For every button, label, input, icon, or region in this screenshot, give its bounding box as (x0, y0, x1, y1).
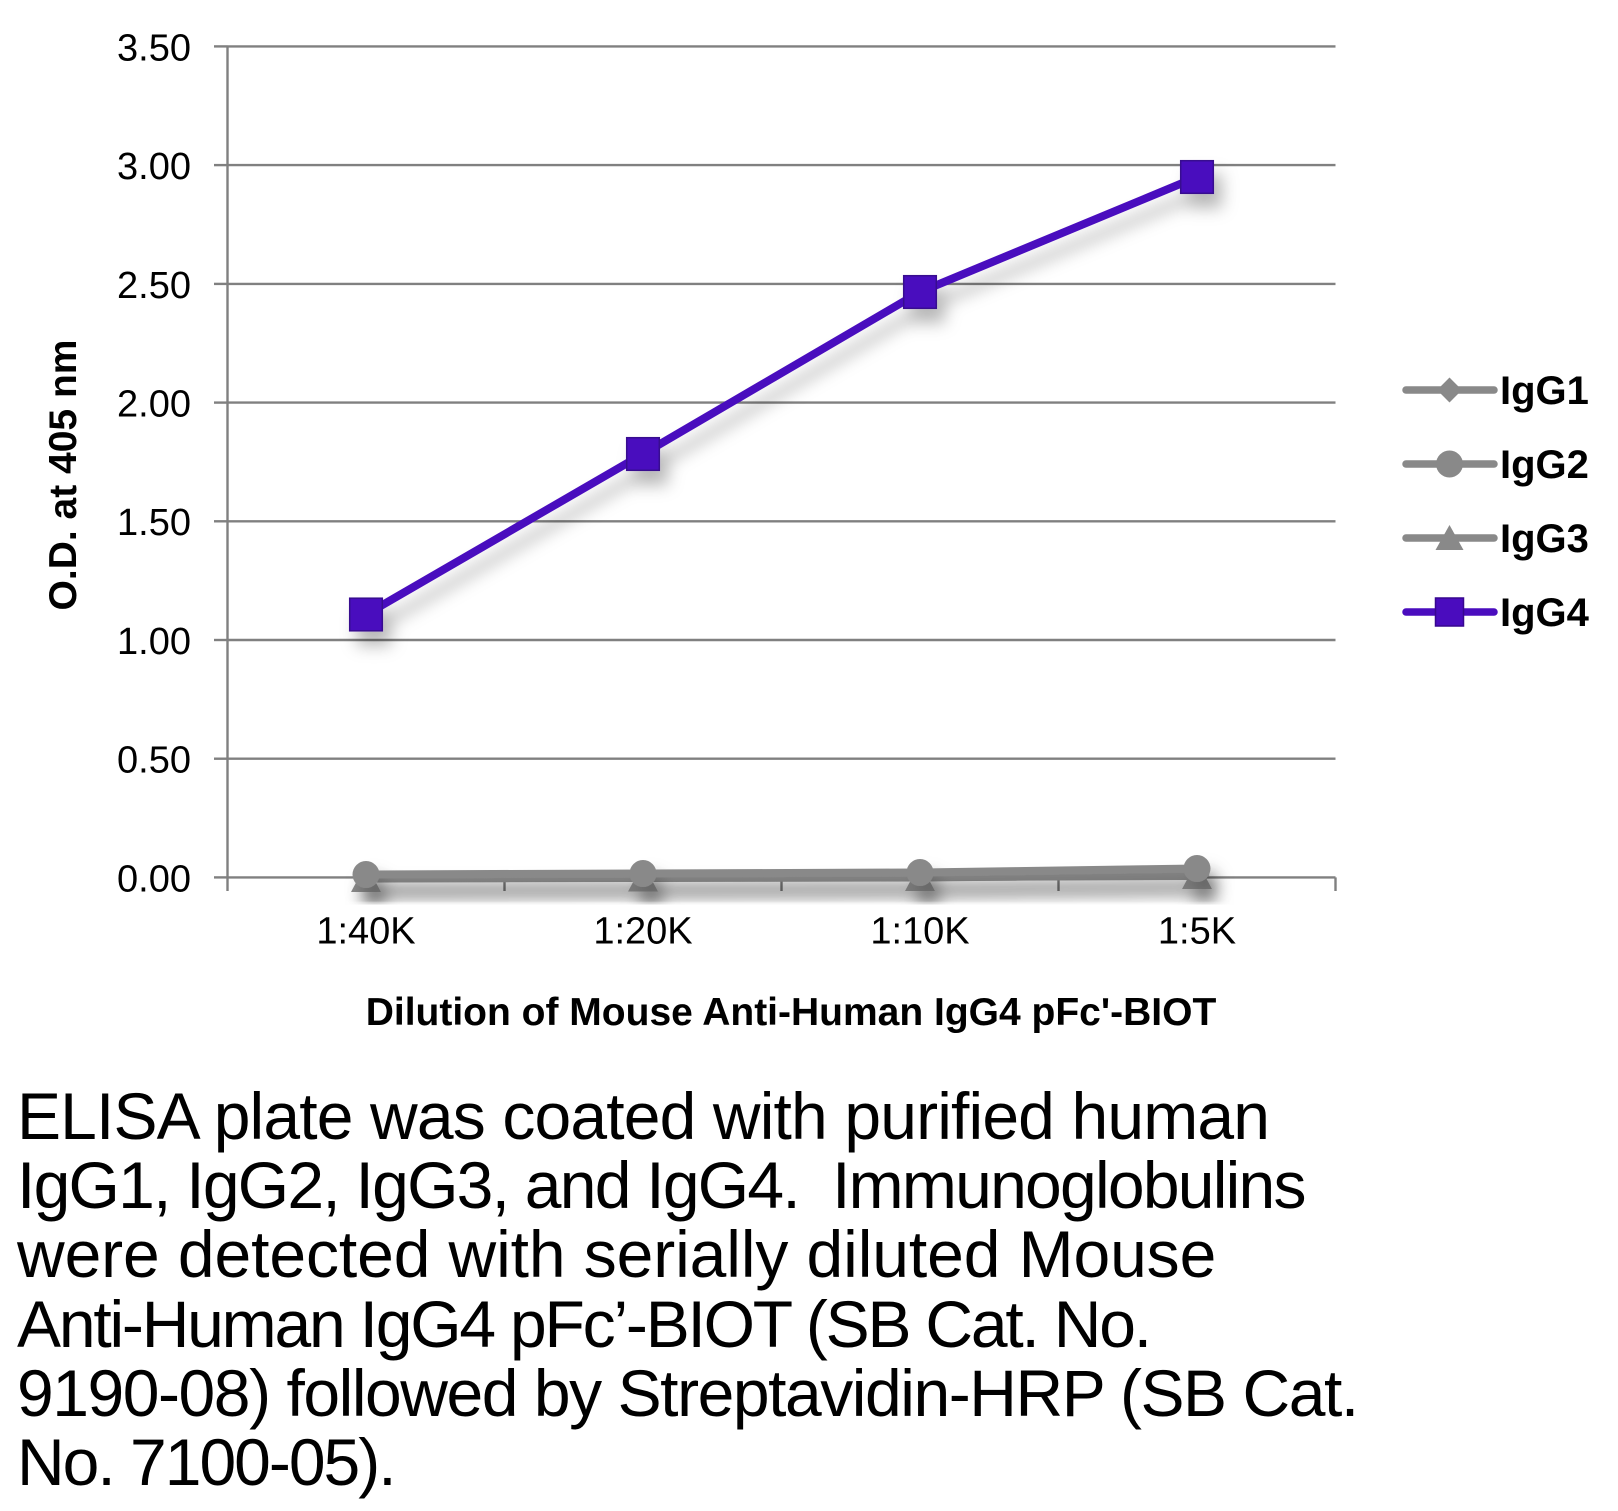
svg-text:IgG3: IgG3 (1500, 517, 1589, 561)
svg-text:Dilution of Mouse Anti-Human I: Dilution of Mouse Anti-Human IgG4 pFc'-B… (366, 991, 1217, 1034)
svg-text:IgG1: IgG1 (1500, 369, 1589, 413)
svg-text:2.00: 2.00 (117, 384, 191, 426)
svg-text:3.50: 3.50 (117, 27, 191, 69)
svg-text:1:5K: 1:5K (1158, 910, 1236, 952)
svg-text:1.00: 1.00 (117, 621, 191, 663)
svg-text:1:10K: 1:10K (870, 910, 969, 952)
svg-text:IgG4: IgG4 (1500, 591, 1590, 635)
svg-text:3.00: 3.00 (117, 146, 191, 188)
svg-text:O.D. at 405 nm: O.D. at 405 nm (42, 340, 85, 611)
svg-text:0.50: 0.50 (117, 740, 191, 782)
svg-text:IgG2: IgG2 (1500, 443, 1589, 487)
svg-text:1:20K: 1:20K (593, 910, 692, 952)
svg-text:0.00: 0.00 (117, 858, 191, 900)
svg-text:1.50: 1.50 (117, 502, 191, 544)
svg-text:1:40K: 1:40K (316, 910, 415, 952)
svg-text:2.50: 2.50 (117, 265, 191, 307)
